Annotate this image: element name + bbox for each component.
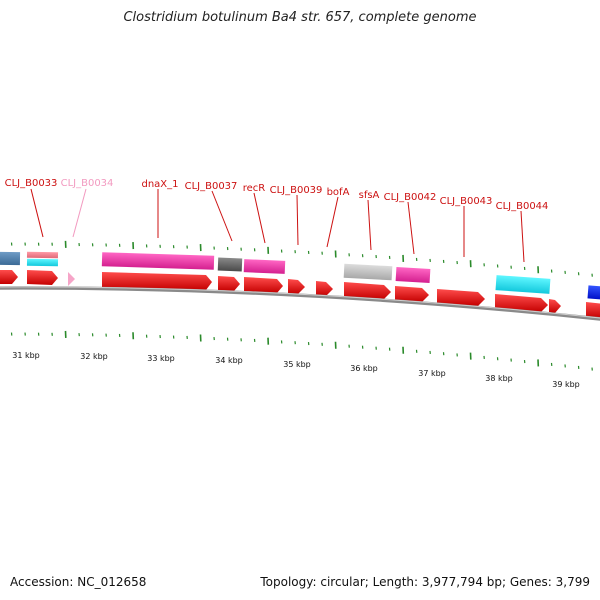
leader-line xyxy=(407,201,415,255)
feature-box xyxy=(587,285,600,300)
gene-label: sfsA xyxy=(359,190,380,201)
gene-label: CLJ_B0033 xyxy=(5,178,58,189)
feature-box xyxy=(243,259,286,274)
leader-line xyxy=(72,188,87,238)
feature-box xyxy=(101,252,215,270)
gene-label: CLJ_B0034 xyxy=(61,178,114,189)
cds-arrow xyxy=(244,277,283,293)
accession-label: Accession: NC_012658 xyxy=(10,575,147,589)
scale-label: 33 kbp xyxy=(147,354,175,363)
outer-tick-ring xyxy=(10,240,593,277)
cds-arrow xyxy=(288,279,305,294)
scale-label: 37 kbp xyxy=(418,369,446,378)
gene-label: recR xyxy=(243,183,266,194)
scale-label: 36 kbp xyxy=(350,364,378,373)
scale-label: 31 kbp xyxy=(12,351,40,360)
leader-line xyxy=(367,199,372,251)
leader-line xyxy=(520,210,525,263)
leader-line xyxy=(253,192,266,244)
genome-backbone-highlight xyxy=(0,286,600,319)
map-title: Clostridium botulinum Ba4 str. 657, comp… xyxy=(123,10,477,25)
leader-line xyxy=(30,188,44,238)
gene-label-leaders xyxy=(30,188,525,263)
feature-box xyxy=(217,257,243,272)
feature-box xyxy=(26,258,59,267)
gene-label: CLJ_B0042 xyxy=(384,192,437,203)
inner-tick-ring xyxy=(10,330,593,371)
cds-arrow xyxy=(395,286,429,302)
cds-arrow xyxy=(102,272,212,290)
genome-backbone xyxy=(0,286,600,321)
scale-label: 34 kbp xyxy=(215,356,243,365)
scale-label: 39 kbp xyxy=(552,380,580,389)
gene-label: bofA xyxy=(327,187,350,198)
genome-summary: Topology: circular; Length: 3,977,794 bp… xyxy=(260,575,590,589)
leader-line xyxy=(211,190,233,242)
feature-box xyxy=(26,251,59,259)
cds-arrow xyxy=(437,289,485,306)
cds-arrow xyxy=(495,294,548,312)
feature-box xyxy=(0,251,21,266)
scale-label: 35 kbp xyxy=(283,360,311,369)
gene-labels: CLJ_B0033 CLJ_B0034 dnaX_1 CLJ_B0037 rec… xyxy=(5,178,549,212)
cds-arrow xyxy=(586,302,600,318)
scale-label: 32 kbp xyxy=(80,352,108,361)
cds-ring xyxy=(0,270,600,318)
cds-arrow xyxy=(68,272,75,286)
gene-label: CLJ_B0044 xyxy=(496,201,549,212)
leader-line xyxy=(326,196,339,248)
feature-box xyxy=(495,275,551,294)
cds-arrow xyxy=(344,282,391,299)
cds-arrow xyxy=(218,276,240,291)
category-feature-ring xyxy=(0,251,600,300)
leader-line xyxy=(296,194,299,246)
gene-label: CLJ_B0039 xyxy=(270,185,323,196)
feature-box xyxy=(343,263,393,281)
feature-box xyxy=(395,267,431,283)
scale-label: 38 kbp xyxy=(485,374,513,383)
cds-arrow xyxy=(549,299,561,313)
cds-arrow xyxy=(27,270,58,285)
gene-label: CLJ_B0037 xyxy=(185,181,238,192)
gene-label: dnaX_1 xyxy=(141,179,178,190)
gene-label: CLJ_B0043 xyxy=(440,196,493,207)
cds-arrow xyxy=(316,281,333,296)
cds-arrow xyxy=(0,270,18,284)
scale-labels: 31 kbp 32 kbp 33 kbp 34 kbp 35 kbp 36 kb… xyxy=(12,351,580,389)
